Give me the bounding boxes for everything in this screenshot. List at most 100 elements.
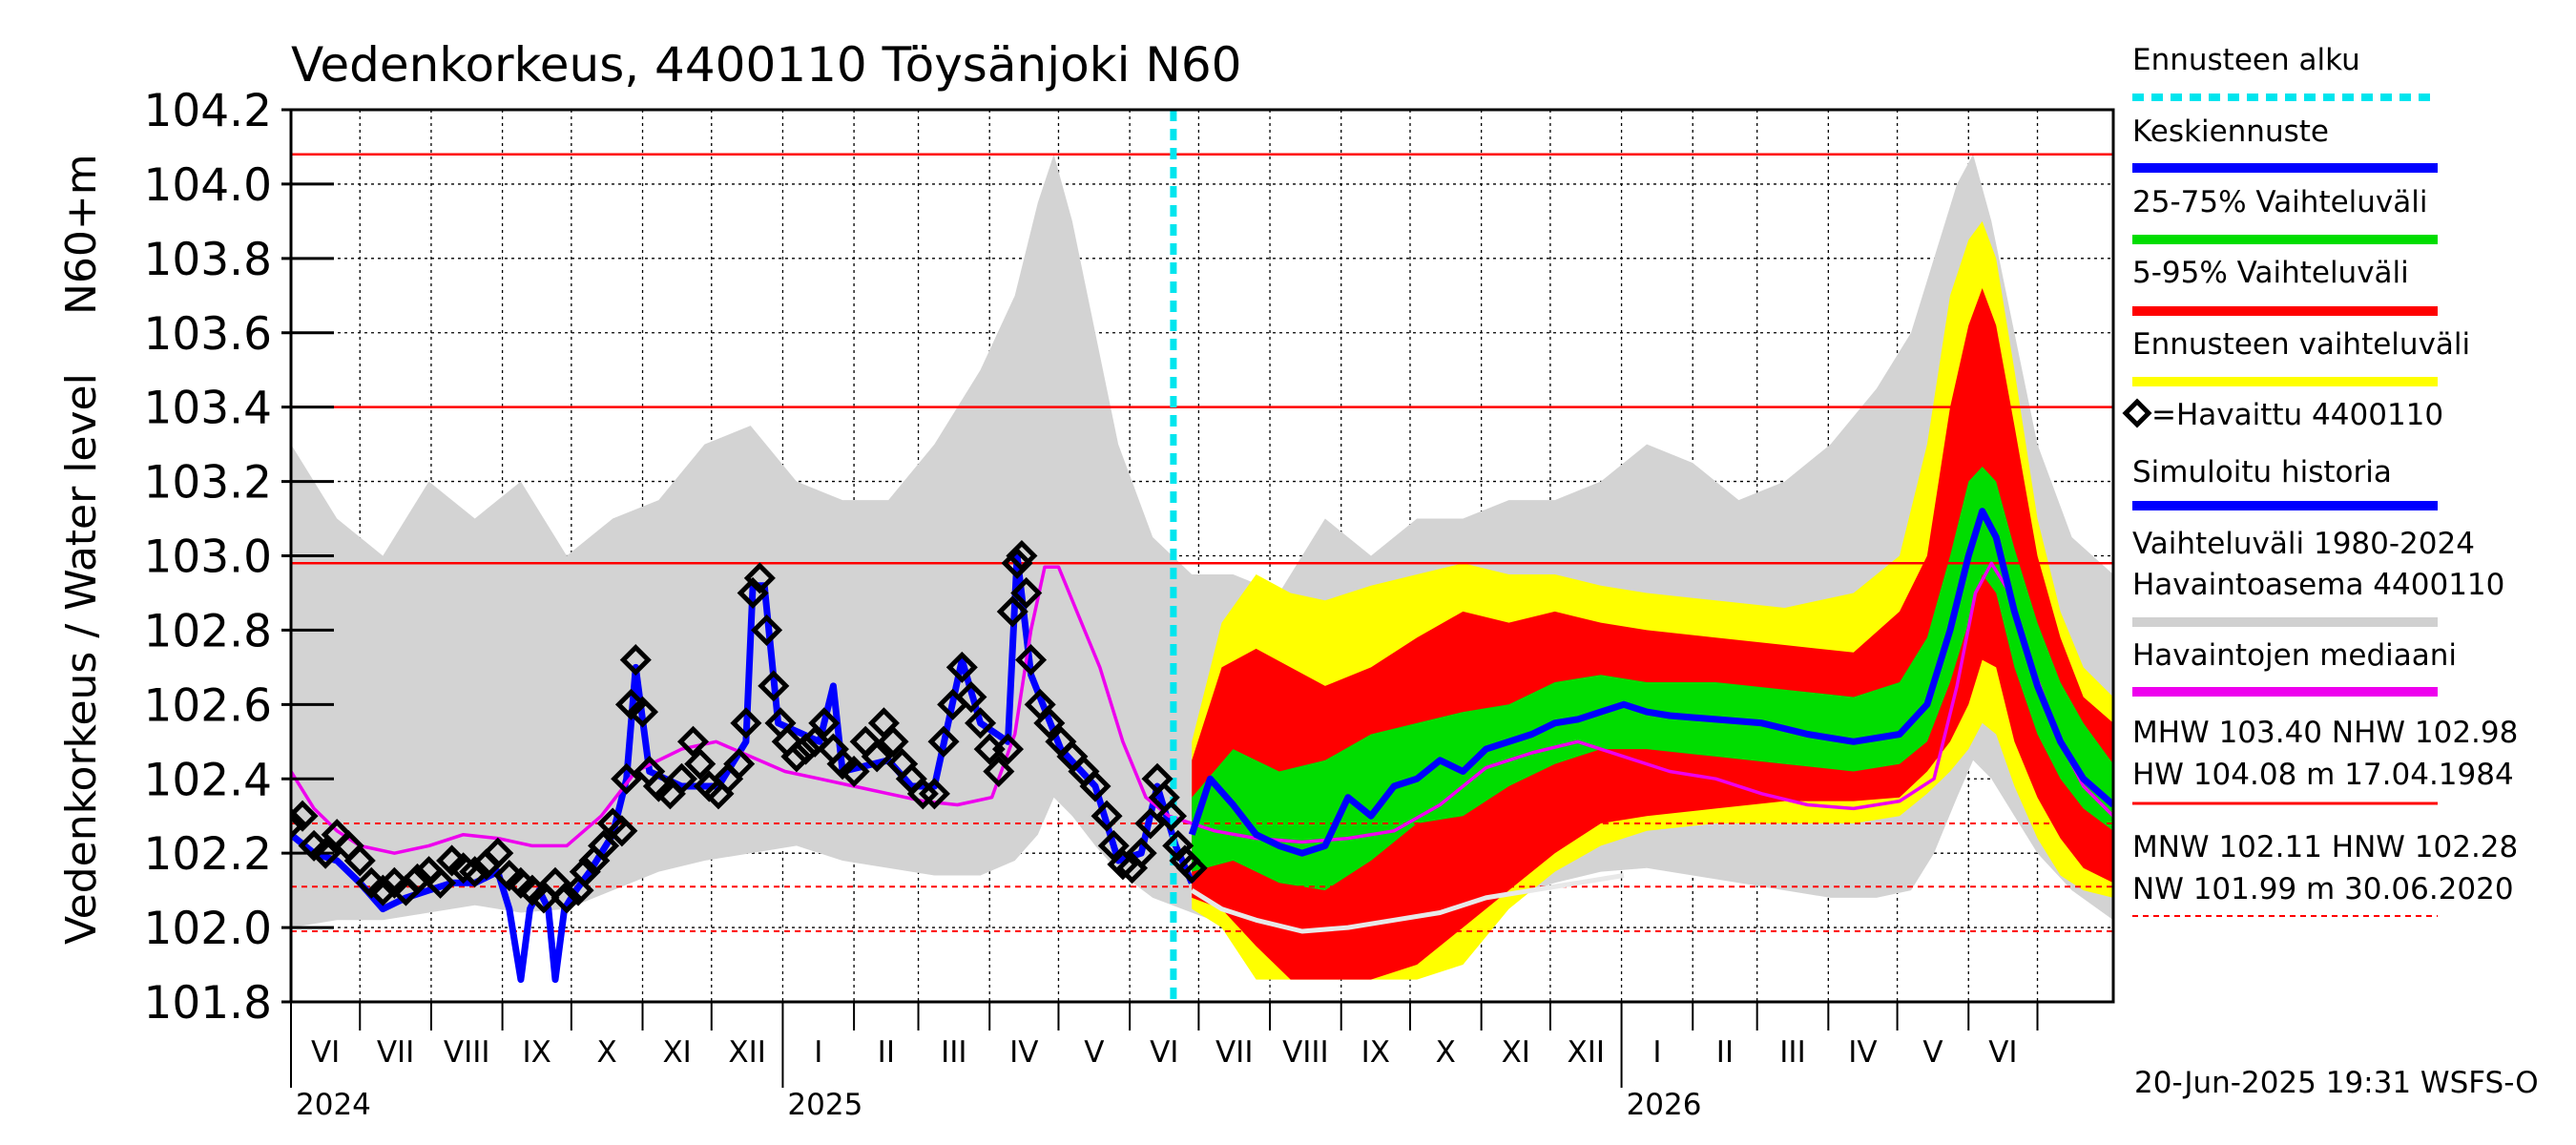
x-month-label: V (1084, 1035, 1104, 1070)
x-month-label: VI (311, 1035, 340, 1070)
legend-label: Simuloitu historia (2132, 455, 2392, 489)
observed-point (1079, 770, 1111, 802)
y-tick-label: 104.2 (143, 85, 272, 137)
x-month-label: III (941, 1035, 966, 1070)
legend-label: Havaintoasema 4400110 (2132, 568, 2504, 602)
legend-label: 25-75% Vaihteluväli (2132, 185, 2428, 219)
reference-lines (291, 153, 2113, 932)
legend-label: Keskiennuste (2132, 114, 2329, 149)
observed-point (619, 644, 652, 677)
observed-point (1091, 800, 1123, 832)
y-tick-label: 102.4 (143, 754, 272, 806)
observed-point (918, 778, 950, 810)
x-month-label: IX (523, 1035, 551, 1070)
observed-point (425, 866, 457, 899)
y-tick-label: 103.2 (143, 457, 272, 510)
stats-line-1: MHW 103.40 NHW 102.98 (2132, 716, 2518, 750)
observed-point (906, 778, 939, 810)
legend-label: 5-95% Vaihteluväli (2132, 256, 2409, 290)
y-tick-label: 104.0 (143, 159, 272, 212)
x-year-label: 2024 (296, 1088, 371, 1122)
observed-point (723, 748, 756, 781)
observed-point (751, 614, 783, 646)
observed-point (996, 595, 1028, 628)
x-month-label: I (814, 1035, 822, 1070)
history-min-line (1190, 873, 1625, 934)
observed-point (401, 863, 434, 895)
x-month-label: XII (728, 1035, 766, 1070)
stats-line-4: NW 101.99 m 30.06.2020 (2132, 872, 2514, 906)
x-month-label: XI (1502, 1035, 1530, 1070)
observed-point (955, 681, 987, 714)
legend-label: Havaintojen mediaani (2132, 638, 2457, 673)
x-month-label: X (597, 1035, 617, 1070)
observed-point (366, 874, 399, 906)
y-tick-label: 103.0 (143, 531, 272, 584)
y-tick-label: 102.8 (143, 605, 272, 657)
legend-label: =Havaittu 4400110 (2151, 398, 2443, 432)
observed-point (626, 696, 659, 728)
x-month-label: IV (1848, 1035, 1877, 1070)
observed-point (730, 707, 762, 739)
observed-point (309, 837, 342, 869)
y-tick-label: 102.6 (143, 679, 272, 732)
x-month-label: VI (1988, 1035, 2017, 1070)
y-axis-unit-label: N60+m (57, 154, 106, 315)
observed-point (1015, 644, 1048, 677)
y-axis-label: Vedenkorkeus / Water level (57, 373, 106, 945)
legend-label: Vaihteluväli 1980-2024 (2132, 527, 2475, 561)
observed-point (758, 670, 790, 702)
x-month-label: VI (1150, 1035, 1178, 1070)
x-month-label: II (1716, 1035, 1734, 1070)
x-month-label: X (1436, 1035, 1456, 1070)
observed-point (789, 733, 822, 765)
legend-swatch (2122, 398, 2152, 428)
footer-timestamp: 20-Jun-2025 19:31 WSFS-O (2134, 1066, 2539, 1100)
x-month-label: XI (662, 1035, 691, 1070)
observed-point (684, 748, 717, 781)
observed-point (838, 755, 870, 787)
y-tick-label: 101.8 (143, 977, 272, 1030)
chart-title: Vedenkorkeus, 4400110 Töysänjoki N60 (291, 37, 1241, 93)
simulated-history-line (291, 552, 1195, 984)
x-month-label: VIII (1282, 1035, 1329, 1070)
observed-point (569, 856, 601, 888)
observed-point (927, 725, 960, 758)
x-month-label: XII (1567, 1035, 1605, 1070)
x-month-label: IV (1009, 1035, 1038, 1070)
observed-point (1033, 707, 1066, 739)
x-month-label: VIII (444, 1035, 490, 1070)
observed-point (665, 762, 697, 795)
stats-line-2: HW 104.08 m 17.04.1984 (2132, 758, 2514, 792)
y-tick-label: 103.8 (143, 234, 272, 286)
forecast-median-line (1188, 508, 2113, 857)
legend-label: Ennusteen vaihteluväli (2132, 327, 2470, 362)
observed-point (1006, 539, 1038, 572)
observed-point (991, 733, 1025, 765)
forecast-25-75-band (1192, 467, 2113, 891)
x-year-label: 2025 (787, 1088, 862, 1122)
y-tick-label: 102.2 (143, 828, 272, 881)
x-month-label: II (878, 1035, 895, 1070)
observed-point (1125, 837, 1157, 869)
observed-point (459, 856, 491, 888)
observed-point (1010, 576, 1043, 609)
observed-point (291, 800, 319, 832)
observed-point (482, 837, 514, 869)
stats-line-3: MNW 102.11 HNW 102.28 (2132, 830, 2518, 864)
y-tick-label: 102.0 (143, 903, 272, 955)
observed-point (808, 707, 841, 739)
observed-point (551, 882, 583, 914)
x-month-label: I (1652, 1035, 1661, 1070)
observed-point (965, 707, 997, 739)
observed-point (606, 815, 638, 847)
observed-point (1154, 800, 1188, 832)
x-month-label: IX (1361, 1035, 1390, 1070)
observed-point (1001, 547, 1033, 579)
x-month-label: VII (377, 1035, 415, 1070)
y-tick-label: 103.6 (143, 308, 272, 361)
observed-point (780, 740, 813, 773)
observed-point (588, 829, 620, 862)
x-month-label: III (1779, 1035, 1805, 1070)
